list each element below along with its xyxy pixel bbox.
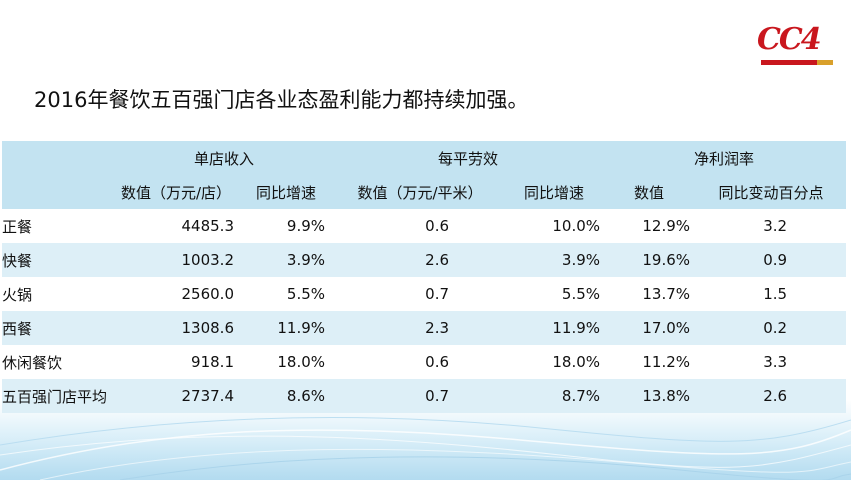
corner-cell: [2, 141, 114, 175]
cell: 12.9%: [602, 209, 697, 243]
cell: 918.1: [114, 345, 238, 379]
sub-header-row: 数值（万元/店） 同比增速 数值（万元/平米） 同比增速 数值 同比变动百分点: [2, 175, 847, 209]
cell: 11.9%: [506, 311, 603, 345]
row-label: 五百强门店平均: [2, 379, 114, 413]
cell: 11.2%: [602, 345, 697, 379]
group-header-net-margin: 净利润率: [602, 141, 847, 175]
row-label: 正餐: [2, 209, 114, 243]
logo-underline: [761, 60, 833, 65]
cell: 13.8%: [602, 379, 697, 413]
cell: 11.9%: [238, 311, 335, 345]
row-label: 快餐: [2, 243, 114, 277]
cell: 5.5%: [506, 277, 603, 311]
col-header: 数值（万元/平米）: [334, 175, 507, 209]
cell: 9.9%: [238, 209, 335, 243]
cell: 2560.0: [114, 277, 238, 311]
cell: 1.5: [696, 277, 847, 311]
cell: 2.3: [334, 311, 507, 345]
cell: 3.9%: [238, 243, 335, 277]
cell: 0.2: [696, 311, 847, 345]
group-header-row: 单店收入 每平劳效 净利润率: [2, 141, 847, 175]
table-row: 快餐 1003.2 3.9% 2.6 3.9% 19.6% 0.9: [2, 243, 847, 277]
cell: 4485.3: [114, 209, 238, 243]
cell: 3.2: [696, 209, 847, 243]
cell: 19.6%: [602, 243, 697, 277]
cell: 0.9: [696, 243, 847, 277]
col-header: 同比变动百分点: [696, 175, 847, 209]
cell: 3.3: [696, 345, 847, 379]
cell: 18.0%: [238, 345, 335, 379]
cell: 3.9%: [506, 243, 603, 277]
col-header: 同比增速: [238, 175, 335, 209]
cell: 17.0%: [602, 311, 697, 345]
group-header-revenue: 单店收入: [114, 141, 335, 175]
brand-logo: CC4: [757, 20, 839, 70]
table-row: 五百强门店平均 2737.4 8.6% 0.7 8.7% 13.8% 2.6: [2, 379, 847, 413]
cell: 13.7%: [602, 277, 697, 311]
bottom-decoration: [0, 400, 851, 480]
cell: 1003.2: [114, 243, 238, 277]
cell: 0.6: [334, 345, 507, 379]
row-label: 西餐: [2, 311, 114, 345]
slide-title: 2016年餐饮五百强门店各业态盈利能力都持续加强。: [34, 88, 529, 112]
table-row: 火锅 2560.0 5.5% 0.7 5.5% 13.7% 1.5: [2, 277, 847, 311]
cell: 8.7%: [506, 379, 603, 413]
row-label: 休闲餐饮: [2, 345, 114, 379]
corner-cell: [2, 175, 114, 209]
cell: 2737.4: [114, 379, 238, 413]
cell: 18.0%: [506, 345, 603, 379]
cell: 10.0%: [506, 209, 603, 243]
cell: 0.6: [334, 209, 507, 243]
table-row: 休闲餐饮 918.1 18.0% 0.6 18.0% 11.2% 3.3: [2, 345, 847, 379]
cell: 2.6: [696, 379, 847, 413]
cell: 2.6: [334, 243, 507, 277]
group-header-efficiency: 每平劳效: [334, 141, 603, 175]
row-label: 火锅: [2, 277, 114, 311]
col-header: 同比增速: [506, 175, 603, 209]
cell: 8.6%: [238, 379, 335, 413]
cell: 1308.6: [114, 311, 238, 345]
cell: 5.5%: [238, 277, 335, 311]
table-row: 西餐 1308.6 11.9% 2.3 11.9% 17.0% 0.2: [2, 311, 847, 345]
col-header: 数值（万元/店）: [114, 175, 238, 209]
cell: 0.7: [334, 277, 507, 311]
col-header: 数值: [602, 175, 697, 209]
cell: 0.7: [334, 379, 507, 413]
performance-table: 单店收入 每平劳效 净利润率 数值（万元/店） 同比增速 数值（万元/平米） 同…: [2, 141, 847, 413]
logo-text: CC4: [757, 22, 822, 57]
table-row: 正餐 4485.3 9.9% 0.6 10.0% 12.9% 3.2: [2, 209, 847, 243]
